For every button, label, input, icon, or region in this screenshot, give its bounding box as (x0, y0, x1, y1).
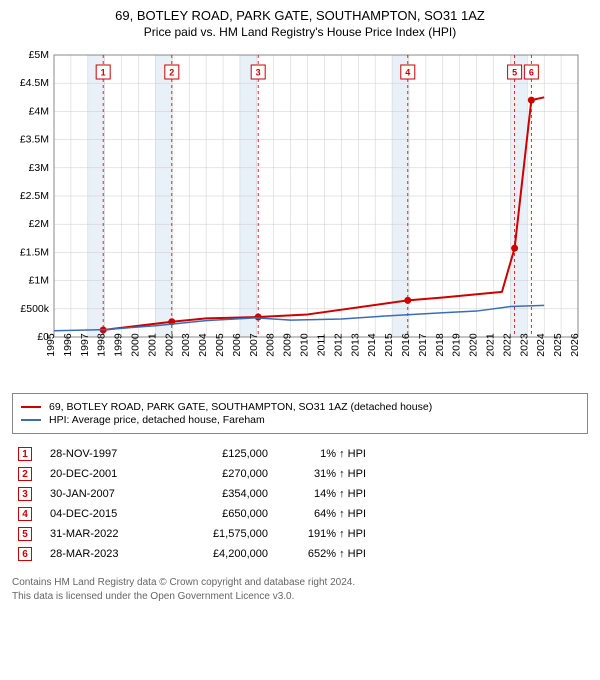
chart: 123456£0£500k£1M£1.5M£2M£2.5M£3M£3.5M£4M… (12, 45, 588, 385)
svg-text:£3.5M: £3.5M (20, 134, 49, 146)
svg-text:£1M: £1M (29, 275, 49, 287)
event-hpi: 191% ↑ HPI (286, 528, 366, 540)
svg-text:2005: 2005 (214, 333, 226, 357)
event-date: 30-JAN-2007 (50, 488, 160, 500)
events-table: 1 28-NOV-1997 £125,000 1% ↑ HPI 2 20-DEC-2001… (12, 444, 588, 564)
event-date: 28-NOV-1997 (50, 448, 160, 460)
page-subtitle: Price paid vs. HM Land Registry's House … (12, 25, 588, 39)
svg-text:2023: 2023 (518, 333, 530, 357)
svg-text:£4M: £4M (29, 105, 49, 117)
svg-text:2022: 2022 (501, 333, 513, 357)
legend-swatch (21, 419, 41, 421)
svg-text:2007: 2007 (248, 333, 260, 357)
svg-text:1999: 1999 (113, 333, 125, 357)
footnote-line-1: Contains HM Land Registry data © Crown c… (12, 576, 588, 590)
svg-text:1: 1 (101, 68, 106, 78)
footnote-line-2: This data is licensed under the Open Gov… (12, 590, 588, 604)
event-row: 5 31-MAR-2022 £1,575,000 191% ↑ HPI (12, 524, 588, 544)
svg-text:2021: 2021 (484, 333, 496, 357)
event-price: £4,200,000 (178, 548, 268, 560)
svg-text:2006: 2006 (231, 333, 243, 357)
chart-svg: 123456£0£500k£1M£1.5M£2M£2.5M£3M£3.5M£4M… (12, 45, 588, 385)
event-hpi: 64% ↑ HPI (286, 508, 366, 520)
event-date: 31-MAR-2022 (50, 528, 160, 540)
svg-text:2019: 2019 (451, 333, 463, 357)
event-date: 20-DEC-2001 (50, 468, 160, 480)
event-row: 1 28-NOV-1997 £125,000 1% ↑ HPI (12, 444, 588, 464)
svg-text:2026: 2026 (569, 333, 581, 357)
event-hpi: 14% ↑ HPI (286, 488, 366, 500)
svg-text:2018: 2018 (434, 333, 446, 357)
svg-text:2009: 2009 (282, 333, 294, 357)
event-price: £1,575,000 (178, 528, 268, 540)
event-row: 2 20-DEC-2001 £270,000 31% ↑ HPI (12, 464, 588, 484)
svg-text:4: 4 (405, 68, 410, 78)
svg-text:2025: 2025 (552, 333, 564, 357)
event-price: £354,000 (178, 488, 268, 500)
svg-text:2024: 2024 (535, 333, 547, 357)
svg-text:2008: 2008 (265, 333, 277, 357)
svg-text:2001: 2001 (146, 333, 158, 357)
legend-swatch (21, 406, 41, 408)
svg-text:2012: 2012 (332, 333, 344, 357)
svg-text:£500k: £500k (20, 303, 49, 315)
event-date: 28-MAR-2023 (50, 548, 160, 560)
event-price: £270,000 (178, 468, 268, 480)
svg-text:6: 6 (529, 68, 534, 78)
svg-text:£3M: £3M (29, 162, 49, 174)
event-hpi: 31% ↑ HPI (286, 468, 366, 480)
event-row: 4 04-DEC-2015 £650,000 64% ↑ HPI (12, 504, 588, 524)
svg-text:2010: 2010 (299, 333, 311, 357)
event-row: 3 30-JAN-2007 £354,000 14% ↑ HPI (12, 484, 588, 504)
svg-text:1998: 1998 (96, 333, 108, 357)
legend-label: 69, BOTLEY ROAD, PARK GATE, SOUTHAMPTON,… (49, 401, 432, 413)
svg-text:£4.5M: £4.5M (20, 77, 49, 89)
event-hpi: 652% ↑ HPI (286, 548, 366, 560)
svg-text:£1.5M: £1.5M (20, 246, 49, 258)
event-hpi: 1% ↑ HPI (286, 448, 366, 460)
svg-text:2020: 2020 (468, 333, 480, 357)
legend-label: HPI: Average price, detached house, Fare… (49, 414, 265, 426)
legend-row: 69, BOTLEY ROAD, PARK GATE, SOUTHAMPTON,… (21, 401, 579, 413)
event-number-badge: 2 (18, 467, 32, 481)
svg-text:£2M: £2M (29, 218, 49, 230)
svg-text:£5M: £5M (29, 49, 49, 61)
svg-text:2004: 2004 (197, 333, 209, 357)
svg-text:2002: 2002 (163, 333, 175, 357)
svg-text:2017: 2017 (417, 333, 429, 357)
svg-text:2011: 2011 (315, 334, 327, 357)
svg-text:2016: 2016 (400, 333, 412, 357)
legend: 69, BOTLEY ROAD, PARK GATE, SOUTHAMPTON,… (12, 393, 588, 434)
event-number-badge: 6 (18, 547, 32, 561)
svg-text:£2.5M: £2.5M (20, 190, 49, 202)
event-price: £125,000 (178, 448, 268, 460)
svg-text:2014: 2014 (366, 333, 378, 357)
event-number-badge: 1 (18, 447, 32, 461)
svg-text:2015: 2015 (383, 333, 395, 357)
svg-text:1995: 1995 (45, 333, 57, 357)
event-number-badge: 4 (18, 507, 32, 521)
svg-text:2000: 2000 (130, 333, 142, 357)
svg-text:1997: 1997 (79, 333, 91, 357)
page-title: 69, BOTLEY ROAD, PARK GATE, SOUTHAMPTON,… (12, 8, 588, 23)
legend-row: HPI: Average price, detached house, Fare… (21, 414, 579, 426)
event-number-badge: 3 (18, 487, 32, 501)
event-row: 6 28-MAR-2023 £4,200,000 652% ↑ HPI (12, 544, 588, 564)
svg-text:2013: 2013 (349, 333, 361, 357)
svg-text:1996: 1996 (62, 333, 74, 357)
svg-text:5: 5 (512, 68, 517, 78)
event-date: 04-DEC-2015 (50, 508, 160, 520)
svg-text:2: 2 (169, 68, 174, 78)
footnote: Contains HM Land Registry data © Crown c… (12, 576, 588, 603)
event-number-badge: 5 (18, 527, 32, 541)
event-price: £650,000 (178, 508, 268, 520)
svg-text:3: 3 (256, 68, 261, 78)
svg-text:2003: 2003 (180, 333, 192, 357)
